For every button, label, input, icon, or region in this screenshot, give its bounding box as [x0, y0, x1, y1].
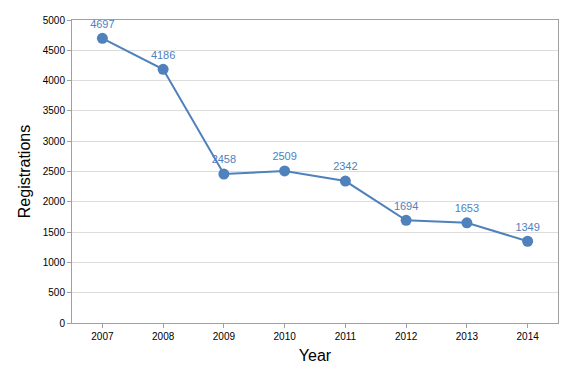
svg-text:1349: 1349: [515, 221, 539, 233]
svg-text:2008: 2008: [152, 331, 175, 342]
svg-text:4186: 4186: [151, 49, 175, 61]
svg-text:2009: 2009: [213, 331, 236, 342]
svg-text:2014: 2014: [517, 331, 540, 342]
svg-text:Registrations: Registrations: [16, 125, 33, 218]
svg-text:3000: 3000: [43, 136, 66, 147]
svg-text:2342: 2342: [333, 160, 357, 172]
svg-text:2458: 2458: [212, 153, 236, 165]
svg-text:1653: 1653: [455, 202, 479, 214]
svg-text:4697: 4697: [90, 18, 114, 30]
svg-text:2509: 2509: [272, 150, 296, 162]
svg-text:2012: 2012: [395, 331, 418, 342]
svg-text:5000: 5000: [43, 15, 66, 26]
svg-text:2000: 2000: [43, 196, 66, 207]
svg-text:4500: 4500: [43, 45, 66, 56]
svg-text:2013: 2013: [456, 331, 479, 342]
svg-text:1694: 1694: [394, 200, 418, 212]
svg-text:0: 0: [59, 318, 65, 329]
svg-text:1000: 1000: [43, 257, 66, 268]
svg-text:4000: 4000: [43, 75, 66, 86]
svg-text:2007: 2007: [91, 331, 114, 342]
svg-text:1500: 1500: [43, 227, 66, 238]
svg-text:Year: Year: [299, 347, 332, 364]
svg-text:500: 500: [48, 287, 65, 298]
svg-text:3500: 3500: [43, 105, 66, 116]
svg-text:2500: 2500: [43, 166, 66, 177]
svg-text:2011: 2011: [335, 331, 357, 342]
svg-text:2010: 2010: [274, 331, 297, 342]
